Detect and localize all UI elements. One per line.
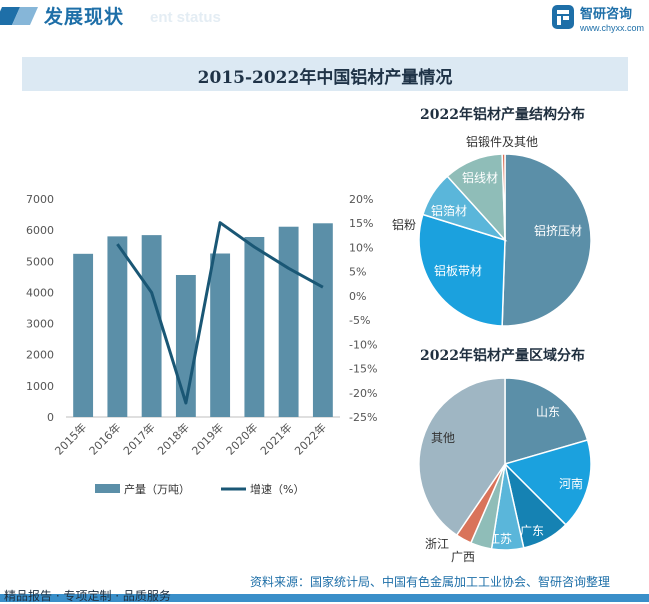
y2-axis-tick-label: 10% bbox=[349, 241, 373, 254]
structure-slice-label: 铝锻件及其他 bbox=[466, 134, 538, 149]
x-axis-tick-label: 2018年 bbox=[155, 420, 192, 457]
y2-axis-tick-label: 5% bbox=[349, 266, 366, 279]
y2-axis-tick-label: -25% bbox=[349, 411, 377, 424]
source-note: 资料来源：国家统计局、中国有色金属加工工业协会、智研咨询整理 bbox=[250, 573, 610, 590]
region-slice-label: 其他 bbox=[431, 431, 455, 445]
region-slice-label: 浙江 bbox=[425, 537, 449, 551]
region-slice-label: 广西 bbox=[451, 550, 475, 564]
y2-axis-tick-label: 15% bbox=[349, 217, 373, 230]
y-axis-tick-label: 6000 bbox=[26, 224, 54, 237]
structure-slice-label: 铝线材 bbox=[462, 170, 498, 185]
legend-label-output: 产量（万吨） bbox=[124, 482, 190, 496]
x-axis-tick-label: 2015年 bbox=[52, 420, 89, 457]
structure-slice-label: 铝挤压材 bbox=[534, 223, 582, 238]
y2-axis-tick-label: -10% bbox=[349, 338, 377, 351]
x-axis-tick-label: 2021年 bbox=[257, 420, 294, 457]
bar-2015年 bbox=[73, 254, 93, 417]
y-axis-tick-label: 3000 bbox=[26, 318, 54, 331]
footer-slogan: 精品报告 · 专项定制 · 品质服务 bbox=[4, 587, 171, 604]
structure-slice-铝挤压材 bbox=[502, 154, 591, 326]
y-axis-tick-label: 2000 bbox=[26, 349, 54, 362]
legend-swatch-output bbox=[95, 484, 120, 493]
y-axis-tick-label: 5000 bbox=[26, 255, 54, 268]
x-axis-tick-label: 2017年 bbox=[120, 420, 157, 457]
bar-2020年 bbox=[244, 237, 264, 417]
bar-2017年 bbox=[142, 235, 162, 417]
structure-slice-label: 铝板带材 bbox=[434, 263, 482, 278]
structure-slice-label: 铝粉 bbox=[392, 217, 416, 232]
structure-slice-label: 铝箔材 bbox=[431, 203, 467, 218]
y-axis-tick-label: 7000 bbox=[26, 193, 54, 206]
x-axis-tick-label: 2019年 bbox=[189, 420, 226, 457]
y2-axis-tick-label: 20% bbox=[349, 193, 373, 206]
x-axis-tick-label: 2016年 bbox=[86, 420, 123, 457]
y-axis-tick-label: 4000 bbox=[26, 286, 54, 299]
bar-2022年 bbox=[313, 223, 333, 417]
x-axis-tick-label: 2022年 bbox=[292, 420, 329, 457]
y2-axis-tick-label: -5% bbox=[349, 314, 370, 327]
y2-axis-tick-label: 0% bbox=[349, 290, 366, 303]
bar-2016年 bbox=[107, 236, 127, 417]
region-slice-label: 广东 bbox=[520, 524, 544, 538]
region-slice-label: 河南 bbox=[559, 476, 583, 491]
y2-axis-tick-label: -20% bbox=[349, 387, 377, 400]
y-axis-tick-label: 1000 bbox=[26, 380, 54, 393]
footer: 资料来源：国家统计局、中国有色金属加工工业协会、智研咨询整理 精品报告 · 专项… bbox=[0, 568, 649, 604]
bar-2021年 bbox=[279, 227, 299, 417]
y2-axis-tick-label: -15% bbox=[349, 363, 377, 376]
y-axis-tick-label: 0 bbox=[47, 411, 54, 424]
x-axis-tick-label: 2020年 bbox=[223, 420, 260, 457]
legend-label-growth: 增速（%） bbox=[250, 482, 304, 496]
bar-2019年 bbox=[210, 254, 230, 418]
region-slice-label: 山东 bbox=[536, 405, 560, 419]
